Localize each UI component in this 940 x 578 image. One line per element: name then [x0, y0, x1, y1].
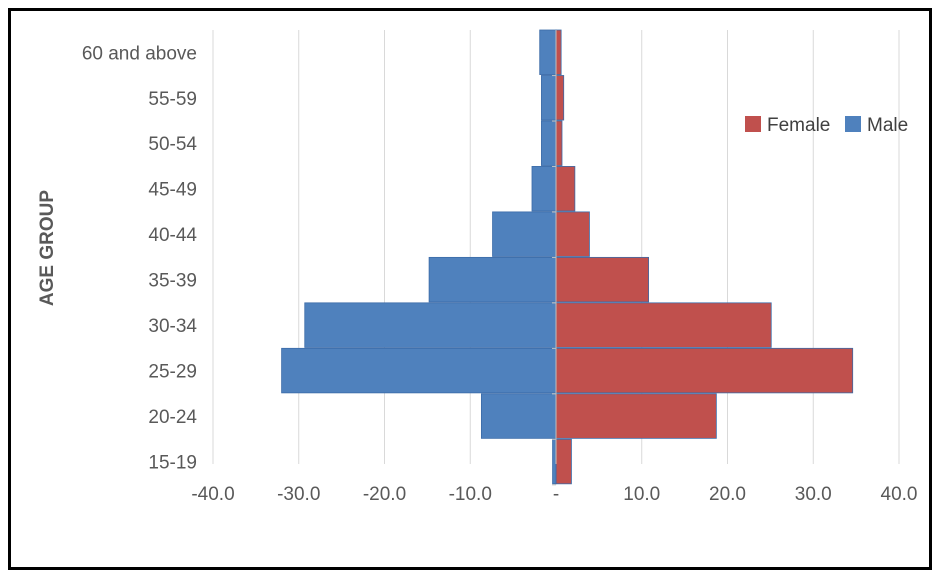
category-label: 25-29 [148, 362, 197, 383]
category-label: 40-44 [148, 225, 197, 246]
bars [281, 29, 854, 485]
legend-label-female: Female [767, 115, 830, 136]
axis [552, 30, 557, 486]
bar-male-35-39 [428, 256, 557, 303]
x-tick-label: 40.0 [881, 484, 918, 505]
bar-male-45-49 [531, 166, 557, 212]
bar-male-30-34 [304, 302, 557, 348]
x-tick-label: -10.0 [449, 484, 492, 505]
bar-female-50-54 [555, 120, 563, 166]
bar-female-20-24 [555, 393, 717, 439]
bar-female-55-59 [555, 75, 565, 121]
category-label: 60 and above [82, 43, 197, 64]
bar-male-40-44 [492, 211, 557, 257]
bar-female-30-34 [555, 302, 772, 348]
x-tick-label: - [553, 484, 559, 505]
x-tick-label: 10.0 [623, 484, 660, 505]
category-label: 55-59 [148, 89, 197, 110]
category-label: 15-19 [148, 453, 197, 474]
legend-swatch-male [845, 116, 861, 132]
bar-female-40-44 [555, 211, 590, 257]
bar-male-25-29 [281, 347, 557, 394]
category-label: 20-24 [148, 407, 197, 428]
bar-male-60-and-above [539, 29, 557, 75]
x-tick-label: -30.0 [277, 484, 320, 505]
bar-male-15-19 [552, 438, 557, 485]
category-label: 30-34 [148, 316, 197, 337]
category-label: 45-49 [148, 180, 197, 201]
bar-male-20-24 [480, 393, 557, 439]
bar-female-15-19 [555, 438, 572, 485]
bar-female-35-39 [555, 256, 650, 303]
bar-female-25-29 [555, 347, 854, 394]
x-tick-label: 30.0 [795, 484, 832, 505]
bar-male-50-54 [541, 120, 557, 166]
bar-male-55-59 [541, 75, 557, 121]
bar-female-45-49 [555, 166, 576, 212]
category-label: 35-39 [148, 271, 197, 292]
legend-label-male: Male [867, 115, 908, 136]
x-tick-label: -20.0 [363, 484, 406, 505]
y-axis-title: AGE GROUP [37, 190, 58, 306]
x-tick-labels: -40.0 -30.0 -20.0 -10.0-10.0 20.0 30.0 40.0 [191, 484, 917, 505]
legend: Female Male [745, 115, 908, 136]
legend-swatch-female [745, 116, 761, 132]
x-tick-label: 20.0 [709, 484, 746, 505]
category-label: 50-54 [148, 134, 197, 155]
x-tick-label: -40.0 [191, 484, 234, 505]
bar-female-60-and-above [555, 29, 562, 75]
category-labels: 15-19 20-24 25-29 30-34 35-39 40-44 45-49 50-54… [82, 43, 198, 473]
